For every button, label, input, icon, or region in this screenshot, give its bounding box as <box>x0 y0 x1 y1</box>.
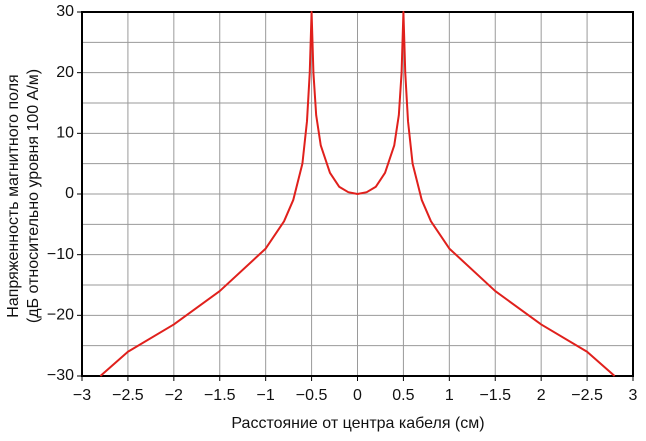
y-tick-label: 10 <box>56 125 74 142</box>
y-tick-label: 20 <box>56 64 74 81</box>
y-tick-label: 0 <box>65 185 74 202</box>
x-tick-label: −1 <box>257 387 275 404</box>
y-tick-label: 30 <box>56 3 74 20</box>
x-tick-label: −0.5 <box>296 387 328 404</box>
x-tick-label: 0.5 <box>392 387 414 404</box>
plot-frame <box>81 11 634 377</box>
x-tick-label: 2 <box>537 387 546 404</box>
x-tick-label: −2 <box>165 387 183 404</box>
y-tick-label: −10 <box>47 246 74 263</box>
x-tick-label: −1.5 <box>479 387 511 404</box>
y-axis-label: Напряженность магнитного поля <box>5 74 22 317</box>
y-tick-label: −20 <box>47 307 74 324</box>
x-tick-label: 3 <box>629 387 638 404</box>
y-tick-label: −30 <box>47 367 74 384</box>
x-tick-label: 0 <box>353 387 362 404</box>
x-tick-label: −2.5 <box>571 387 603 404</box>
y-axis-label: (дБ относительно уровня 100 А/м) <box>25 69 42 323</box>
x-axis-label: Расстояние от центра кабеля (см) <box>231 415 484 432</box>
x-tick-label: 1 <box>445 387 454 404</box>
data-line <box>99 11 616 377</box>
x-tick-label: −1.5 <box>204 387 236 404</box>
x-tick-label: −2.5 <box>112 387 144 404</box>
x-tick-label: −3 <box>73 387 91 404</box>
